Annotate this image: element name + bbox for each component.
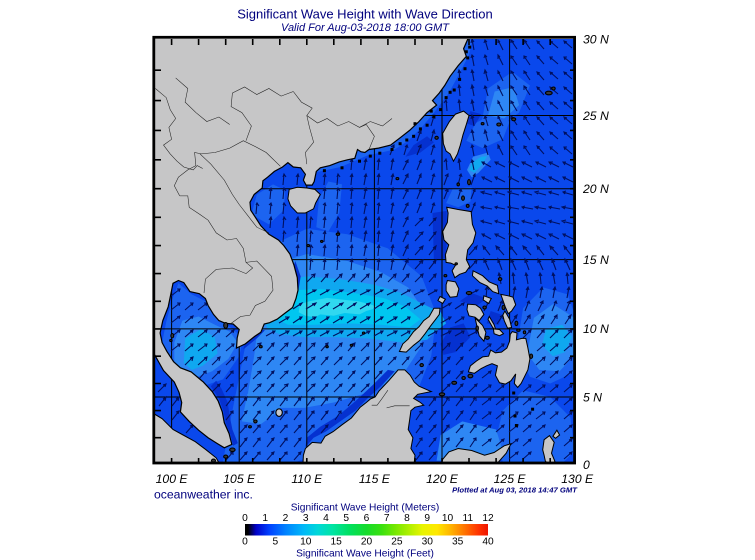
svg-text:130 E: 130 E — [561, 472, 594, 486]
svg-text:125 E: 125 E — [494, 472, 527, 486]
svg-text:25: 25 — [391, 537, 403, 548]
svg-text:0: 0 — [242, 537, 248, 548]
svg-text:9: 9 — [424, 513, 430, 524]
svg-text:120 E: 120 E — [426, 472, 459, 486]
svg-text:2: 2 — [283, 513, 289, 524]
svg-text:Plotted at Aug 03, 2018 14:47: Plotted at Aug 03, 2018 14:47 GMT — [452, 486, 578, 495]
svg-text:10: 10 — [442, 513, 454, 524]
svg-text:20: 20 — [361, 537, 373, 548]
svg-text:Significant Wave Height (Meter: Significant Wave Height (Meters) — [291, 503, 440, 514]
svg-text:0: 0 — [583, 458, 590, 472]
svg-text:4: 4 — [323, 513, 329, 524]
svg-text:105 E: 105 E — [223, 472, 256, 486]
svg-text:12: 12 — [482, 513, 494, 524]
svg-text:8: 8 — [404, 513, 410, 524]
svg-text:35: 35 — [452, 537, 464, 548]
svg-text:7: 7 — [384, 513, 390, 524]
svg-text:1: 1 — [262, 513, 268, 524]
svg-text:10 N: 10 N — [583, 322, 609, 336]
svg-text:15: 15 — [330, 537, 342, 548]
svg-text:10: 10 — [300, 537, 312, 548]
svg-text:5: 5 — [343, 513, 349, 524]
svg-text:110 E: 110 E — [291, 472, 323, 486]
svg-text:0: 0 — [242, 513, 248, 524]
svg-text:5 N: 5 N — [583, 390, 602, 404]
svg-text:3: 3 — [303, 513, 309, 524]
svg-text:oceanweather inc.: oceanweather inc. — [154, 488, 253, 502]
svg-text:25 N: 25 N — [582, 109, 609, 123]
svg-text:100 E: 100 E — [156, 472, 189, 486]
svg-text:5: 5 — [273, 537, 279, 548]
svg-text:40: 40 — [482, 537, 494, 548]
svg-text:20 N: 20 N — [582, 182, 609, 196]
svg-text:15 N: 15 N — [583, 253, 609, 267]
svg-text:Significant Wave Height (Feet): Significant Wave Height (Feet) — [296, 549, 434, 560]
svg-text:6: 6 — [364, 513, 370, 524]
svg-text:11: 11 — [462, 513, 473, 524]
svg-text:30 N: 30 N — [583, 33, 609, 47]
svg-text:30: 30 — [422, 537, 434, 548]
svg-text:Significant Wave Height with W: Significant Wave Height with Wave Direct… — [237, 7, 493, 22]
svg-text:Valid For Aug-03-2018 18:00 GM: Valid For Aug-03-2018 18:00 GMT — [281, 22, 450, 34]
svg-text:115 E: 115 E — [359, 472, 391, 486]
